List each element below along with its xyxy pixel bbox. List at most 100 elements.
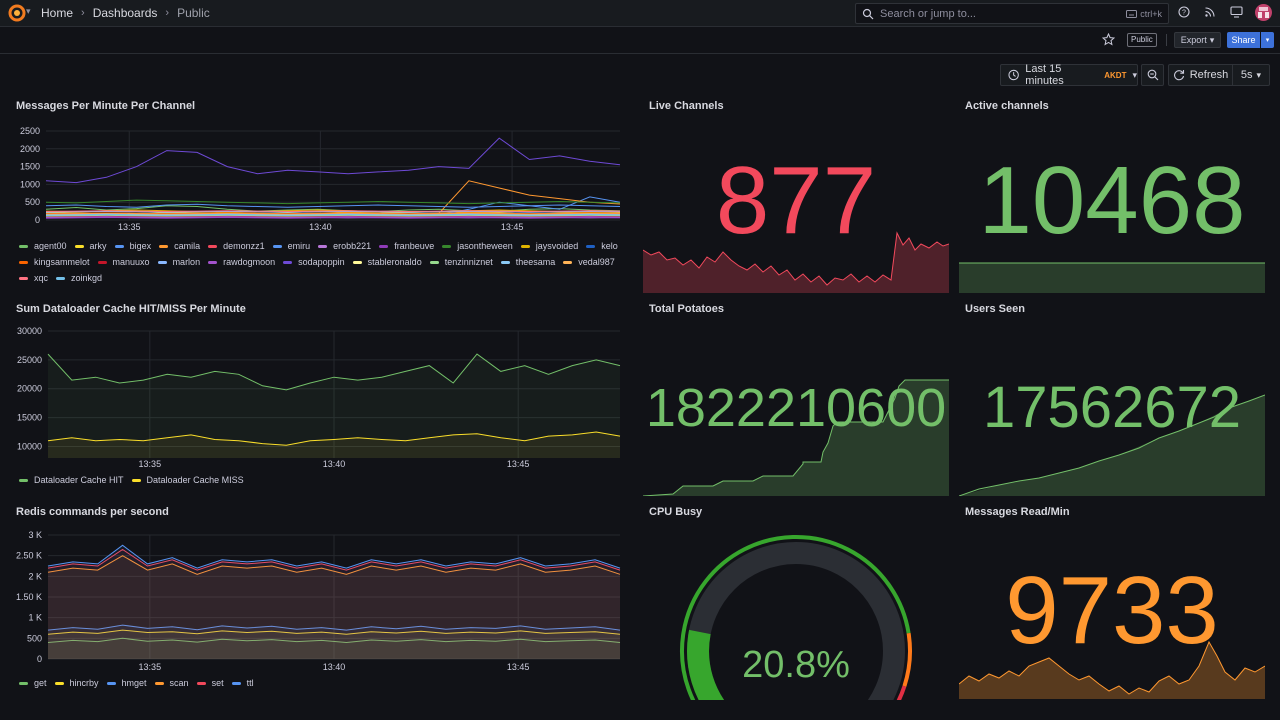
- legend-item[interactable]: kingsammelot: [19, 256, 90, 268]
- series-line[interactable]: [47, 637, 621, 644]
- legend-item[interactable]: Dataloader Cache MISS: [131, 474, 244, 486]
- time-range-picker[interactable]: Last 15 minutes AKDT ▾: [1000, 63, 1138, 87]
- series-line[interactable]: [45, 213, 621, 215]
- legend-swatch: [19, 260, 28, 264]
- legend-item[interactable]: tenzinniznet: [429, 256, 493, 268]
- panel-title[interactable]: Sum Dataloader Cache HIT/MISS Per Minute: [16, 303, 246, 315]
- dashboard-toolbar: Public Export ▾ Share ▾: [0, 27, 1280, 54]
- legend-item[interactable]: demonzz1: [208, 240, 265, 252]
- panel-title[interactable]: Active channels: [965, 100, 1049, 112]
- series-line[interactable]: [45, 137, 621, 184]
- legend-item[interactable]: set: [196, 677, 224, 689]
- legend-item[interactable]: franbeuve: [379, 240, 434, 252]
- legend-item[interactable]: emiru: [272, 240, 310, 252]
- legend-label: theesama: [515, 257, 556, 267]
- legend-swatch: [208, 260, 218, 264]
- legend-item[interactable]: manuuxo: [97, 256, 150, 268]
- legend-label: erobb221: [333, 241, 372, 251]
- refresh-label: Refresh: [1189, 69, 1229, 81]
- legend-item[interactable]: agent00: [19, 240, 67, 252]
- legend-item[interactable]: Dataloader Cache HIT: [19, 474, 124, 486]
- legend-item[interactable]: stableronaldo: [352, 256, 422, 268]
- legend-label: arky: [89, 241, 107, 251]
- legend-item[interactable]: camila: [159, 240, 200, 252]
- breadcrumb: Home › Dashboards › Public: [41, 6, 210, 20]
- legend-swatch: [97, 260, 107, 264]
- series-line[interactable]: [45, 210, 621, 213]
- legend-item[interactable]: theesama: [500, 256, 556, 268]
- redis-chart[interactable]: 3 K 2.50 K 2 K 1.50 K 1 K 500 0 13:35 13:40 13:45: [16, 528, 628, 674]
- panel-title[interactable]: Redis commands per second: [16, 506, 169, 518]
- legend-label: kingsammelot: [34, 257, 90, 267]
- panel-title[interactable]: Total Potatoes: [649, 303, 724, 315]
- series-line[interactable]: [45, 209, 621, 213]
- legend-item[interactable]: sodapoppin: [283, 256, 345, 268]
- legend-item[interactable]: jaysvoided: [520, 240, 578, 252]
- legend-item[interactable]: rawdogmoon: [208, 256, 275, 268]
- news-rss-icon[interactable]: [1203, 5, 1217, 19]
- legend-item[interactable]: xqc: [19, 272, 48, 284]
- legend-item[interactable]: erobb221: [318, 240, 371, 252]
- messages-per-minute-chart[interactable]: 2500 2000 1500 1000 500 0 13:35 13:40 13:45: [16, 122, 628, 238]
- panel-title[interactable]: Messages Read/Min: [965, 506, 1070, 518]
- refresh-button[interactable]: Refresh: [1168, 64, 1233, 86]
- export-button[interactable]: Export ▾: [1174, 32, 1221, 48]
- legend-item[interactable]: get: [19, 677, 47, 689]
- legend-item[interactable]: bigex: [114, 240, 151, 252]
- series-line[interactable]: [47, 548, 621, 571]
- share-menu-button[interactable]: ▾: [1261, 32, 1274, 48]
- legend-item[interactable]: zoinkgd: [56, 272, 102, 284]
- user-avatar-icon[interactable]: [1255, 4, 1272, 21]
- series-line[interactable]: [45, 199, 621, 205]
- legend-item[interactable]: hincrby: [54, 677, 99, 689]
- legend-label: agent00: [34, 241, 67, 251]
- series-line[interactable]: [45, 215, 621, 218]
- legend-label: rawdogmoon: [223, 257, 276, 267]
- search-input[interactable]: Search or jump to... ctrl+k: [855, 3, 1169, 24]
- series-line[interactable]: [47, 629, 621, 635]
- x-tick-label: 13:40: [323, 662, 346, 672]
- panel-messages-read: Messages Read/Min 9733: [959, 506, 1265, 700]
- zoom-out-button[interactable]: [1141, 64, 1164, 86]
- help-icon[interactable]: ?: [1177, 5, 1191, 19]
- panel-title[interactable]: Messages Per Minute Per Channel: [16, 100, 196, 112]
- legend-item[interactable]: arky: [74, 240, 107, 252]
- share-button[interactable]: Share: [1227, 32, 1260, 48]
- grafana-logo-icon[interactable]: [8, 4, 26, 22]
- panel-title[interactable]: Users Seen: [965, 303, 1025, 315]
- series-line[interactable]: [45, 214, 621, 217]
- series-line[interactable]: [45, 213, 621, 216]
- dataloader-chart[interactable]: 30000 25000 20000 15000 10000 13:35 13:40 13:45: [16, 325, 628, 471]
- breadcrumb-dashboards[interactable]: Dashboards: [92, 6, 158, 20]
- legend-label: tenzinniznet: [444, 257, 493, 267]
- legend-item[interactable]: kelo: [586, 240, 618, 252]
- series-line[interactable]: [45, 216, 621, 219]
- series-line[interactable]: [47, 555, 621, 575]
- series-line[interactable]: [45, 216, 621, 219]
- series-line[interactable]: [45, 210, 621, 213]
- panel-title[interactable]: Live Channels: [649, 100, 724, 112]
- legend-item[interactable]: vedal987: [563, 256, 615, 268]
- legend-swatch: [159, 244, 169, 248]
- breadcrumb-home[interactable]: Home: [41, 6, 74, 20]
- chevron-down-icon[interactable]: ▾: [26, 6, 31, 16]
- series-line[interactable]: [47, 431, 621, 446]
- star-icon[interactable]: [1102, 33, 1115, 46]
- monitor-icon[interactable]: [1229, 5, 1243, 19]
- y-tick-label: 30000: [17, 326, 42, 336]
- series-line[interactable]: [45, 203, 621, 208]
- legend-item[interactable]: ttl: [231, 677, 254, 689]
- panel-title[interactable]: CPU Busy: [649, 506, 703, 518]
- series-line[interactable]: [47, 624, 621, 631]
- total-potatoes-value: 1822210600: [645, 378, 947, 438]
- y-tick-label: 20000: [17, 384, 42, 394]
- legend-item[interactable]: scan: [154, 677, 189, 689]
- legend-item[interactable]: marlon: [157, 256, 200, 268]
- series-line[interactable]: [45, 212, 621, 215]
- zoom-out-icon: [1147, 69, 1158, 81]
- series-line[interactable]: [47, 353, 621, 391]
- refresh-interval-picker[interactable]: 5s ▾: [1233, 64, 1270, 86]
- legend-item[interactable]: hmget: [106, 677, 147, 689]
- legend-item[interactable]: jasontheween: [442, 240, 513, 252]
- series-line[interactable]: [47, 544, 621, 569]
